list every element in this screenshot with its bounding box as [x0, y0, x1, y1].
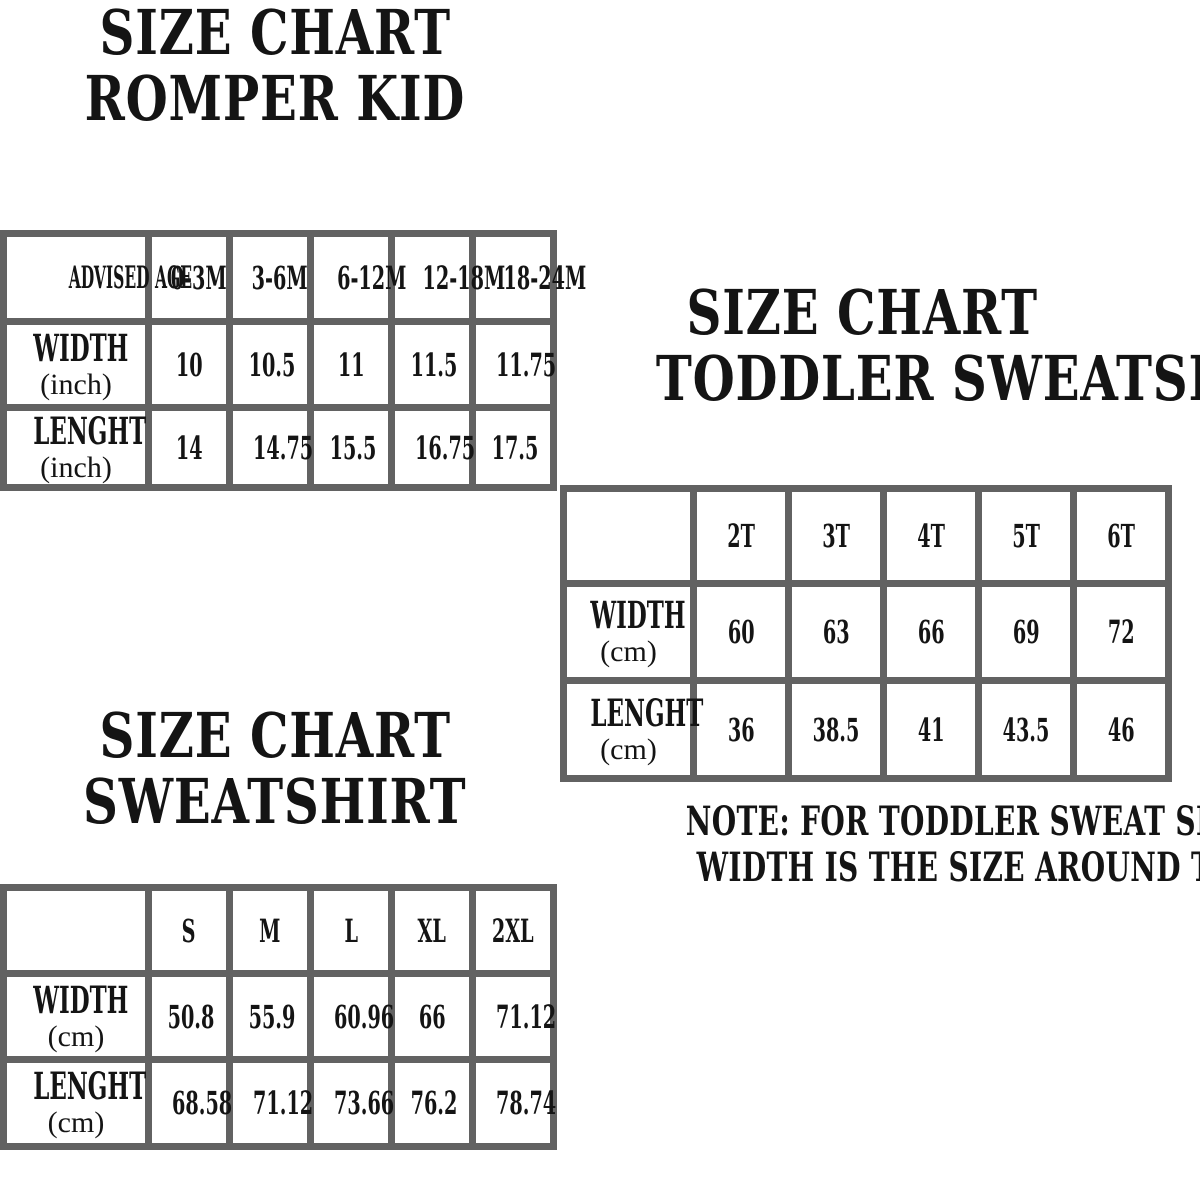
header-cell: M [226, 884, 314, 977]
toddler-note-line-2: WIDTH IS THE SIZE AROUND THE BODY. [696, 844, 1200, 891]
value-cell: 60 [690, 580, 792, 684]
header-cell: 3-6M [226, 230, 314, 325]
table-row: WIDTH (cm) 60 63 66 69 72 [560, 580, 1172, 684]
row-label-cell: LENGHT (cm) [0, 1056, 152, 1150]
header-cell: 4T [880, 485, 982, 587]
header-cell: 0-3M [145, 230, 233, 325]
value-cell: 66 [388, 970, 476, 1063]
row-label-cell: WIDTH (inch) [0, 318, 152, 411]
header-cell: ADVISED AGE [0, 230, 192, 325]
row-label-cell: WIDTH (cm) [560, 580, 697, 684]
table-row: WIDTH (cm) 50.8 55.9 60.96 66 71.12 [0, 970, 557, 1063]
table-row: 2T 3T 4T 5T 6T [560, 485, 1172, 587]
header-cell: 18-24M [469, 230, 586, 325]
value-cell: 11.75 [469, 318, 557, 411]
header-cell: 3T [785, 485, 887, 587]
value-cell: 14.75 [226, 404, 314, 491]
header-cell: L [307, 884, 395, 977]
table-row: WIDTH (inch) 10 10.5 11 11.5 11.75 [0, 318, 557, 411]
value-cell: 11.5 [388, 318, 476, 411]
value-cell: 14 [145, 404, 233, 491]
value-cell: 16.75 [388, 404, 476, 491]
header-cell: S [145, 884, 233, 977]
table-row: ADVISED AGE 0-3M 3-6M 6-12M 12-18M 18-24… [0, 230, 586, 325]
value-cell: 46 [1070, 677, 1172, 782]
table-row: LENGHT (cm) 36 38.5 41 43.5 46 [560, 677, 1172, 782]
value-cell: 66 [880, 580, 982, 684]
value-cell: 43.5 [975, 677, 1077, 782]
header-cell: XL [388, 884, 476, 977]
header-cell: 2XL [469, 884, 557, 977]
value-cell: 50.8 [145, 970, 233, 1063]
toddler-size-table: 2T 3T 4T 5T 6T WIDTH (cm) 60 63 66 69 72… [560, 485, 1172, 782]
value-cell: 68.58 [145, 1056, 233, 1150]
value-cell: 41 [880, 677, 982, 782]
value-cell: 71.12 [469, 970, 557, 1063]
header-cell: 12-18M [388, 230, 505, 325]
value-cell: 76.2 [388, 1056, 476, 1150]
value-cell: 55.9 [226, 970, 314, 1063]
header-cell: 6-12M [307, 230, 406, 325]
toddler-title: SIZE CHART TODDLER SWEATSHIRT [560, 276, 1200, 415]
value-cell: 11 [307, 318, 395, 411]
romper-title-line-2: ROMPER KID [84, 62, 466, 135]
table-row: LENGHT (inch) 14 14.75 15.5 16.75 17.5 [0, 404, 557, 491]
sweatshirt-title-line-2: SWEATSHIRT [83, 765, 467, 838]
value-cell: 72 [1070, 580, 1172, 684]
header-cell [0, 884, 152, 977]
sweatshirt-title: SIZE CHART SWEATSHIRT [0, 703, 550, 835]
value-cell: 10.5 [226, 318, 314, 411]
romper-title: SIZE CHART ROMPER KID [0, 0, 550, 132]
value-cell: 17.5 [469, 404, 557, 491]
row-label-cell: WIDTH (cm) [0, 970, 152, 1063]
value-cell: 78.74 [469, 1056, 557, 1150]
value-cell: 60.96 [307, 970, 395, 1063]
header-cell: 6T [1070, 485, 1172, 587]
value-cell: 36 [690, 677, 792, 782]
value-cell: 69 [975, 580, 1077, 684]
romper-size-table: ADVISED AGE 0-3M 3-6M 6-12M 12-18M 18-24… [0, 230, 586, 491]
header-cell: 5T [975, 485, 1077, 587]
value-cell: 15.5 [307, 404, 395, 491]
row-label-cell: LENGHT (inch) [0, 404, 152, 491]
header-cell [560, 485, 697, 587]
value-cell: 10 [145, 318, 233, 411]
value-cell: 71.12 [226, 1056, 314, 1150]
table-row: S M L XL 2XL [0, 884, 557, 977]
row-label-cell: LENGHT (cm) [560, 677, 703, 782]
romper-title-line-1: SIZE CHART [99, 0, 451, 69]
value-cell: 73.66 [307, 1056, 395, 1150]
sweatshirt-size-table: S M L XL 2XL WIDTH (cm) 50.8 55.9 60.96 … [0, 884, 557, 1150]
sweatshirt-title-line-1: SIZE CHART [99, 699, 451, 772]
toddler-title-line-2: TODDLER SWEATSHIRT [655, 342, 1200, 415]
header-cell: 2T [690, 485, 792, 587]
table-row: LENGHT (cm) 68.58 71.12 73.66 76.2 78.74 [0, 1056, 557, 1150]
value-cell: 38.5 [785, 677, 887, 782]
value-cell: 63 [785, 580, 887, 684]
toddler-title-line-1: SIZE CHART [686, 276, 1039, 349]
